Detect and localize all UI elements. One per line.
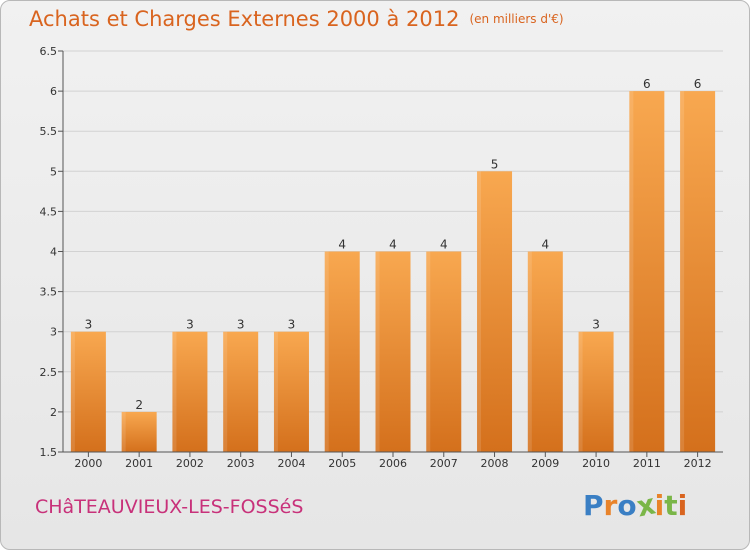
- x-tick-label: 2004: [277, 457, 305, 470]
- bar: [680, 91, 716, 452]
- bar-highlight: [629, 91, 634, 452]
- proxiti-logo[interactable]: Proxiti: [583, 487, 688, 523]
- x-tick-label: 2002: [176, 457, 204, 470]
- x-tick-label: 2010: [582, 457, 610, 470]
- y-tick-label: 4: [50, 246, 57, 259]
- bar: [223, 331, 259, 452]
- logo-letter: i: [677, 489, 688, 522]
- bar-highlight: [172, 331, 177, 452]
- x-tick-label: 2008: [481, 457, 509, 470]
- logo-letter: o: [617, 489, 637, 522]
- y-tick-label: 2: [50, 406, 57, 419]
- bar-highlight: [578, 331, 583, 452]
- x-tick-label: 2011: [633, 457, 661, 470]
- x-tick-label: 2003: [227, 457, 255, 470]
- y-tick-label: 3: [50, 326, 57, 339]
- data-label: 4: [440, 238, 448, 252]
- x-tick-label: 2006: [379, 457, 407, 470]
- bar: [375, 251, 411, 452]
- bar: [629, 91, 665, 452]
- bar: [172, 331, 208, 452]
- x-tick-label: 2007: [430, 457, 458, 470]
- logo-letter: t: [664, 489, 678, 522]
- data-label: 3: [288, 318, 296, 332]
- bar-highlight: [70, 331, 75, 452]
- data-label: 3: [237, 318, 245, 332]
- bar-highlight: [223, 331, 228, 452]
- y-tick-label: 5: [50, 165, 57, 178]
- y-tick-label: 4.5: [40, 205, 58, 218]
- bar-highlight: [324, 251, 329, 452]
- bar-highlight: [273, 331, 278, 452]
- bar: [121, 411, 157, 452]
- logo-letter: P: [583, 489, 604, 522]
- x-tick-label: 2000: [74, 457, 102, 470]
- bar: [324, 251, 360, 452]
- bar-highlight: [527, 251, 532, 452]
- bar: [70, 331, 106, 452]
- axis-layer: 1.5 2 2.5 3 3.5 4 4.5 5 5.5 6 6.5 2000 2001 2002 2003 2…: [40, 45, 723, 470]
- bar-highlight: [375, 251, 380, 452]
- bar-layer: 3 2 3 3 3 4 4 4 5 4 3 6 6: [70, 77, 716, 453]
- unit-label: (en milliers d'€): [469, 12, 564, 26]
- bar-highlight: [477, 171, 482, 453]
- chart-title: Achats et Charges Externes 2000 à 2012 (e…: [29, 7, 564, 31]
- x-tick-label: 2005: [328, 457, 356, 470]
- data-label: 3: [85, 318, 93, 332]
- bar: [477, 171, 513, 453]
- bar-highlight: [426, 251, 431, 452]
- y-tick-label: 5.5: [40, 125, 58, 138]
- y-tick-label: 1.5: [40, 446, 58, 459]
- bar: [578, 331, 614, 452]
- y-tick-label: 2.5: [40, 366, 58, 379]
- data-label: 4: [541, 238, 549, 252]
- bar: [426, 251, 462, 452]
- bar: [273, 331, 309, 452]
- x-tick-label: 2012: [684, 457, 712, 470]
- data-label: 3: [592, 318, 600, 332]
- data-label: 2: [135, 398, 143, 412]
- y-tick-label: 3.5: [40, 286, 58, 299]
- bar: [527, 251, 563, 452]
- chart-title-text: Achats et Charges Externes 2000 à 2012: [29, 7, 460, 31]
- bar-highlight: [121, 411, 126, 452]
- x-tick-label: 2009: [531, 457, 559, 470]
- data-label: 4: [338, 238, 346, 252]
- logo-letter: i: [654, 489, 665, 522]
- y-tick-label: 6: [50, 85, 57, 98]
- data-label: 5: [491, 157, 499, 171]
- bar-highlight: [680, 91, 685, 452]
- commune-name: CHâTEAUVIEUX-LES-FOSSéS: [35, 496, 304, 518]
- data-label: 3: [186, 318, 194, 332]
- x-tick-label: 2001: [125, 457, 153, 470]
- data-label: 6: [694, 77, 702, 91]
- data-label: 4: [389, 238, 397, 252]
- data-label: 6: [643, 77, 651, 91]
- logo-letter: r: [603, 489, 618, 522]
- y-tick-label: 6.5: [40, 45, 58, 58]
